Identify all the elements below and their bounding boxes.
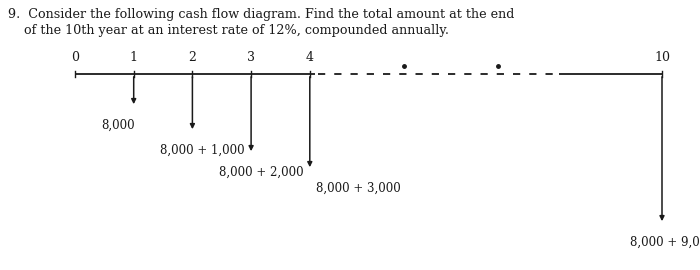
Text: 8,000 + 1,000: 8,000 + 1,000 — [160, 144, 245, 157]
Text: 0: 0 — [71, 51, 79, 64]
Text: 8,000 + 2,000: 8,000 + 2,000 — [219, 166, 303, 179]
Text: 8,000: 8,000 — [102, 119, 135, 132]
Text: of the 10th year at an interest rate of 12%, compounded annually.: of the 10th year at an interest rate of … — [8, 24, 449, 37]
Text: 3: 3 — [247, 51, 255, 64]
Text: 2: 2 — [188, 51, 196, 64]
Text: 8,000 + 3,000: 8,000 + 3,000 — [316, 182, 400, 195]
Text: 1: 1 — [130, 51, 138, 64]
Text: 4: 4 — [306, 51, 314, 64]
Text: 8,000 + 9,000: 8,000 + 9,000 — [630, 236, 700, 249]
Text: 10: 10 — [654, 51, 670, 64]
Text: 9.  Consider the following cash flow diagram. Find the total amount at the end: 9. Consider the following cash flow diag… — [8, 8, 514, 21]
